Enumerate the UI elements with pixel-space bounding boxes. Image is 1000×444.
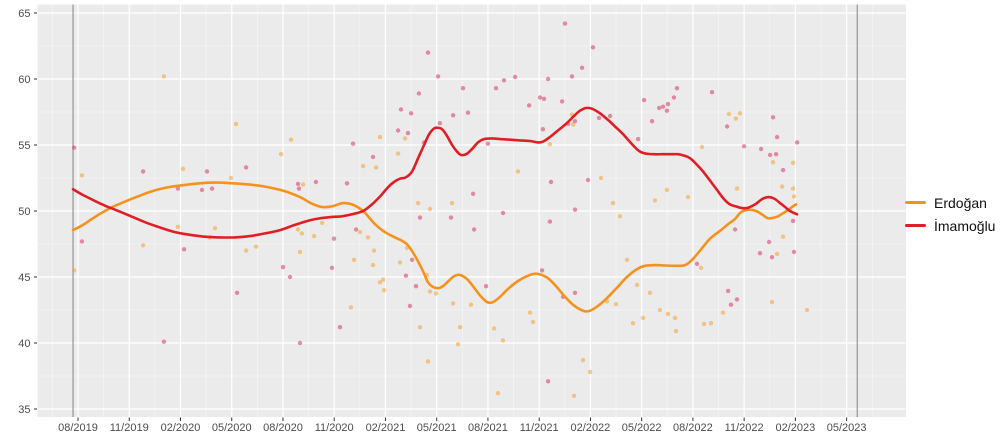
imamoglu-line-key-icon [905, 224, 926, 227]
svg-text:05/2020: 05/2020 [212, 422, 252, 434]
legend-item-erdogan: Erdoğan [905, 191, 995, 214]
svg-text:08/2020: 08/2020 [263, 422, 303, 434]
svg-text:08/2019: 08/2019 [58, 422, 98, 434]
svg-text:60: 60 [18, 74, 30, 86]
svg-text:08/2022: 08/2022 [673, 422, 713, 434]
svg-text:11/2021: 11/2021 [520, 422, 559, 434]
svg-text:50: 50 [18, 206, 30, 218]
chart-legend: Erdoğan İmamoğlu [905, 191, 995, 237]
svg-text:02/2020: 02/2020 [161, 422, 201, 434]
svg-text:02/2021: 02/2021 [366, 422, 406, 434]
svg-text:02/2022: 02/2022 [571, 422, 611, 434]
svg-text:08/2021: 08/2021 [468, 422, 508, 434]
svg-text:05/2023: 05/2023 [827, 422, 867, 434]
svg-text:11/2020: 11/2020 [315, 422, 354, 434]
svg-text:45: 45 [18, 272, 30, 284]
legend-label-erdogan: Erdoğan [934, 194, 987, 211]
legend-item-imamoglu: İmamoğlu [905, 214, 995, 237]
svg-text:40: 40 [18, 338, 30, 350]
svg-text:05/2022: 05/2022 [622, 422, 662, 434]
erdogan-line-key-icon [905, 201, 926, 204]
svg-text:35: 35 [18, 404, 30, 416]
svg-text:55: 55 [18, 140, 30, 152]
legend-label-imamoglu: İmamoğlu [934, 217, 996, 234]
svg-text:02/2023: 02/2023 [776, 422, 816, 434]
svg-text:05/2021: 05/2021 [417, 422, 457, 434]
svg-text:11/2019: 11/2019 [110, 422, 149, 434]
svg-text:11/2022: 11/2022 [725, 422, 764, 434]
svg-text:65: 65 [18, 8, 30, 20]
